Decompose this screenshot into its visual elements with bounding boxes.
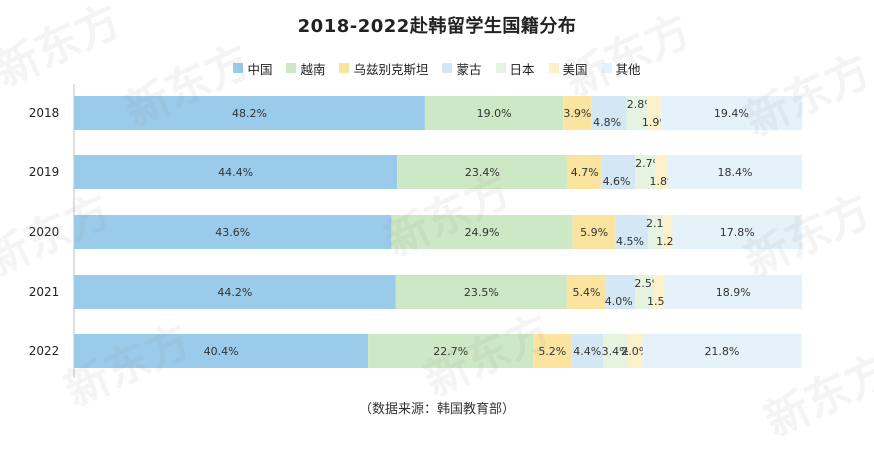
bar-segment <box>635 155 655 189</box>
bar-segment <box>74 96 425 130</box>
bar-segment <box>397 155 568 189</box>
data-label: 4.7% <box>571 166 599 179</box>
data-label: 44.2% <box>217 286 252 299</box>
data-label: 22.7% <box>433 345 468 358</box>
data-label: 48.2% <box>232 107 267 120</box>
data-label: 5.4% <box>573 286 601 299</box>
category-label: 2020 <box>29 225 60 239</box>
legend-label: 日本 <box>509 61 535 77</box>
legend-label: 越南 <box>300 61 326 77</box>
bar-segment <box>395 275 567 309</box>
data-label: 18.9% <box>716 286 751 299</box>
bar-segment <box>424 96 564 130</box>
bar-segment <box>654 155 669 189</box>
data-label: 24.9% <box>465 226 500 239</box>
chart-title: 2018-2022赴韩留学生国籍分布 <box>297 16 577 37</box>
legend-swatch <box>548 63 559 73</box>
legend-label: 美国 <box>562 61 588 77</box>
legend-item: 蒙古 <box>442 59 482 78</box>
bar-segment <box>663 215 673 249</box>
bar-segment <box>591 96 627 130</box>
data-label: 4.4% <box>573 345 601 358</box>
bar-segment <box>668 155 802 189</box>
bar-segment <box>572 215 616 249</box>
data-label: 17.8% <box>720 226 755 239</box>
legend-swatch <box>339 63 350 73</box>
bar-segment <box>74 275 396 309</box>
bar-segment <box>615 215 649 249</box>
legend-item: 越南 <box>286 59 325 78</box>
bar-segment <box>74 215 392 249</box>
legend-item: 乌兹别克斯坦 <box>339 59 428 78</box>
bar-segment <box>606 275 636 309</box>
bar-segment <box>391 215 573 249</box>
data-label: 23.5% <box>464 286 499 299</box>
bar-segment <box>566 275 607 309</box>
data-label: 3.9% <box>563 107 591 120</box>
category-label: 2019 <box>29 165 60 179</box>
data-label: 23.4% <box>465 166 500 179</box>
bar-segment <box>563 96 592 130</box>
bar-segment <box>664 275 802 309</box>
data-label: 4.8% <box>593 116 621 129</box>
legend-label: 中国 <box>247 61 273 77</box>
bar-segment <box>533 334 572 368</box>
bar-segment <box>646 96 661 130</box>
bar-segment <box>653 275 665 309</box>
legend-item: 中国 <box>233 59 272 78</box>
legend-label: 蒙古 <box>456 61 482 77</box>
data-label: 21.8% <box>704 345 739 358</box>
legend-swatch <box>442 63 453 73</box>
data-label: 19.4% <box>714 107 749 120</box>
legend-label: 乌兹别克斯坦 <box>353 61 429 77</box>
bar-segment <box>648 215 664 249</box>
data-label: 44.4% <box>218 166 253 179</box>
bar-segment <box>571 334 604 368</box>
data-label: 5.2% <box>538 345 566 358</box>
bar-segment <box>635 275 654 309</box>
legend-item: 其他 <box>601 59 641 78</box>
data-label: 2.0% <box>621 345 649 358</box>
bar-segment <box>672 215 802 249</box>
legend-swatch <box>286 63 297 73</box>
legend-swatch <box>233 63 244 73</box>
data-label: 5.9% <box>580 226 608 239</box>
source-note: （数据来源：韩国教育部） <box>358 402 515 417</box>
data-label: 18.4% <box>718 166 753 179</box>
bar-segment <box>368 334 534 368</box>
bar-segment <box>660 96 802 130</box>
bar-segment <box>628 334 643 368</box>
category-label: 2021 <box>29 285 60 299</box>
bar-segment <box>601 155 636 189</box>
bar-segment <box>567 155 602 189</box>
legend-swatch <box>601 63 612 73</box>
bar-segment <box>74 155 398 189</box>
category-label: 2022 <box>29 344 60 358</box>
data-label: 3.4% <box>602 345 630 358</box>
category-label: 2018 <box>29 106 60 120</box>
data-label: 19.0% <box>477 107 512 120</box>
legend-label: 其他 <box>615 61 641 77</box>
legend-item: 日本 <box>495 59 535 78</box>
bar-segment <box>603 334 629 368</box>
legend-swatch <box>495 63 506 73</box>
data-label: 40.4% <box>204 345 239 358</box>
chart-legend: 中国 越南 乌兹别克斯坦 蒙古 日本 美国 其他 <box>0 59 874 77</box>
data-label: 4.5% <box>616 235 644 248</box>
data-label: 4.6% <box>603 175 631 188</box>
bar-segment <box>626 96 647 130</box>
bar-segment <box>642 334 802 368</box>
legend-item: 美国 <box>548 59 588 78</box>
data-label: 4.0% <box>605 295 633 308</box>
data-label: 43.6% <box>215 226 250 239</box>
bar-segment <box>74 334 369 368</box>
